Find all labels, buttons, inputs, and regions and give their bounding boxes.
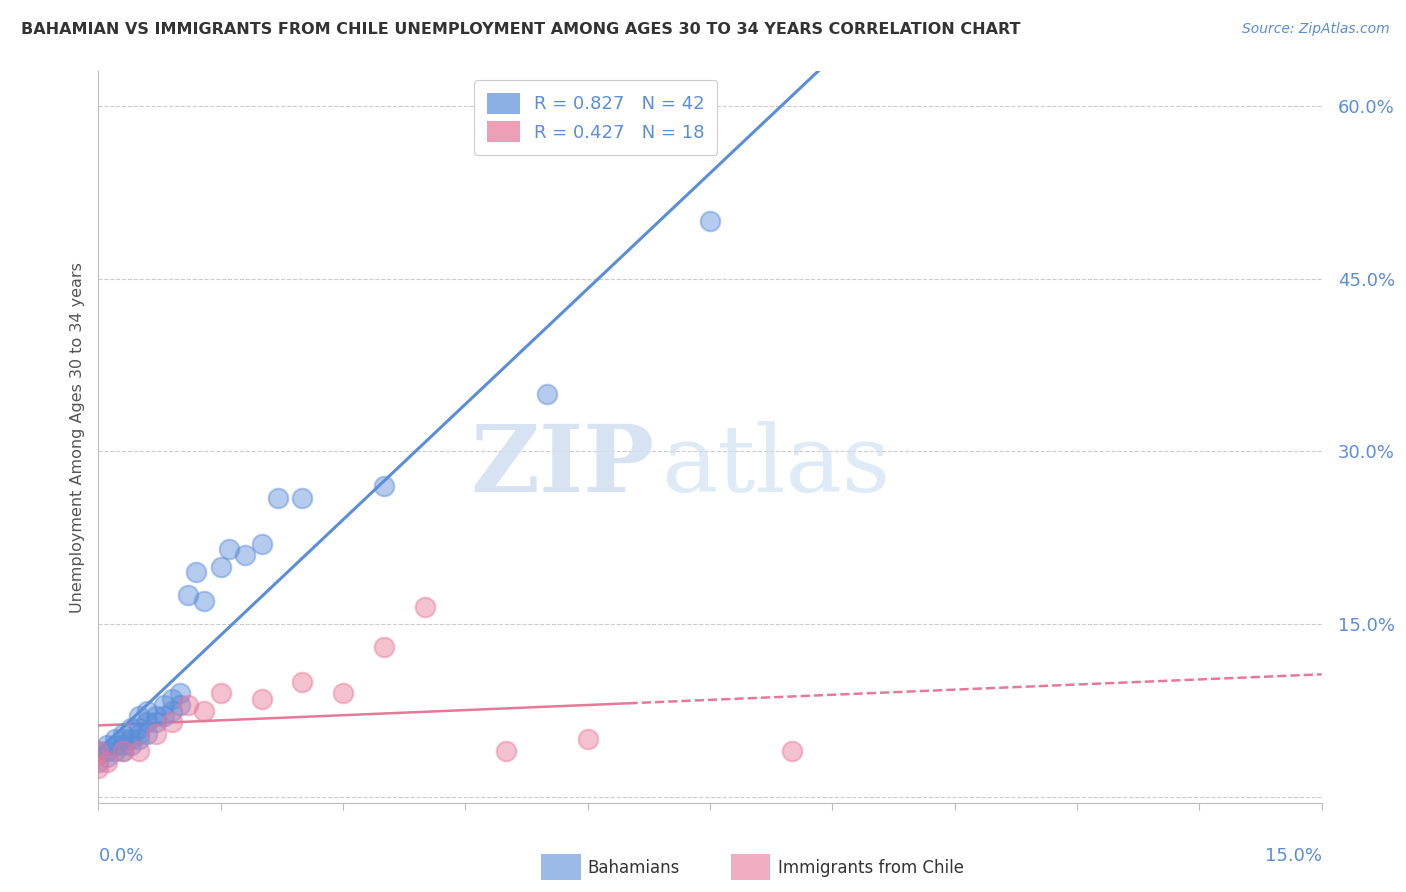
- Point: [576, 732, 599, 747]
- Text: Source: ZipAtlas.com: Source: ZipAtlas.com: [1241, 22, 1389, 37]
- Point: [96, 756, 118, 770]
- Point: [145, 709, 167, 723]
- Point: [87, 756, 110, 770]
- Point: [136, 704, 159, 718]
- Point: [152, 709, 174, 723]
- Point: [111, 744, 134, 758]
- Point: [111, 738, 134, 752]
- Text: 15.0%: 15.0%: [1264, 847, 1322, 864]
- Y-axis label: Unemployment Among Ages 30 to 34 years: Unemployment Among Ages 30 to 34 years: [69, 261, 84, 613]
- Point: [96, 738, 118, 752]
- Point: [250, 536, 273, 550]
- Point: [145, 727, 167, 741]
- Point: [120, 738, 142, 752]
- Point: [413, 599, 436, 614]
- Point: [128, 732, 150, 747]
- Point: [169, 686, 191, 700]
- Point: [104, 732, 127, 747]
- Point: [128, 721, 150, 735]
- Text: ZIP: ZIP: [471, 421, 655, 511]
- Point: [136, 727, 159, 741]
- Point: [128, 744, 150, 758]
- Point: [495, 744, 517, 758]
- Point: [332, 686, 354, 700]
- Point: [233, 548, 256, 562]
- Point: [291, 674, 314, 689]
- Point: [218, 542, 240, 557]
- Point: [136, 715, 159, 730]
- Legend: R = 0.827   N = 42, R = 0.427   N = 18: R = 0.827 N = 42, R = 0.427 N = 18: [474, 80, 717, 154]
- Point: [186, 566, 208, 580]
- Point: [193, 704, 215, 718]
- Point: [128, 709, 150, 723]
- Point: [104, 738, 127, 752]
- Point: [291, 491, 314, 505]
- Point: [160, 715, 183, 730]
- Point: [209, 686, 232, 700]
- Point: [373, 479, 395, 493]
- Text: atlas: atlas: [661, 421, 890, 511]
- Point: [87, 744, 110, 758]
- Point: [111, 744, 134, 758]
- Point: [128, 727, 150, 741]
- Point: [160, 692, 183, 706]
- Point: [145, 715, 167, 730]
- Text: Immigrants from Chile: Immigrants from Chile: [778, 859, 963, 877]
- Point: [193, 594, 215, 608]
- Point: [87, 761, 110, 775]
- Point: [120, 732, 142, 747]
- Point: [250, 692, 273, 706]
- Point: [152, 698, 174, 712]
- Point: [96, 749, 118, 764]
- Text: BAHAMIAN VS IMMIGRANTS FROM CHILE UNEMPLOYMENT AMONG AGES 30 TO 34 YEARS CORRELA: BAHAMIAN VS IMMIGRANTS FROM CHILE UNEMPL…: [21, 22, 1021, 37]
- Point: [111, 727, 134, 741]
- Point: [104, 744, 127, 758]
- Point: [780, 744, 803, 758]
- Text: Bahamians: Bahamians: [588, 859, 681, 877]
- Text: 0.0%: 0.0%: [98, 847, 143, 864]
- Point: [169, 698, 191, 712]
- Point: [96, 744, 118, 758]
- Point: [536, 387, 558, 401]
- Point: [111, 732, 134, 747]
- Point: [87, 744, 110, 758]
- Point: [177, 698, 200, 712]
- Point: [373, 640, 395, 655]
- Point: [699, 214, 721, 228]
- Point: [209, 559, 232, 574]
- Point: [177, 589, 200, 603]
- Point: [160, 704, 183, 718]
- Point: [120, 721, 142, 735]
- Point: [267, 491, 290, 505]
